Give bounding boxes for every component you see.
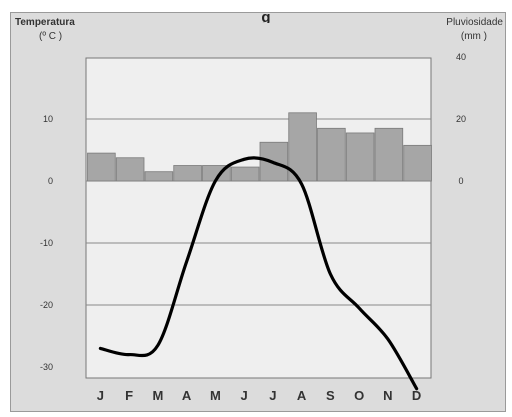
right-tick-label-0: 40 [456, 52, 466, 62]
chart-frame: Temperatura (º C ) Pluviosidade (mm ) 10… [10, 9, 506, 412]
right-axis-label-line2: (mm ) [461, 31, 487, 42]
month-label-3: A [182, 388, 192, 403]
precip-bar-11 [403, 144, 432, 182]
precip-bar-3 [173, 165, 202, 182]
month-label-9: O [354, 388, 364, 403]
month-label-7: A [297, 388, 307, 403]
month-label-2: M [152, 388, 163, 403]
precip-bar-5 [230, 166, 260, 182]
right-tick-label-1: 20 [456, 114, 466, 124]
right-axis-label-line1: Pluviosidade [446, 17, 503, 28]
left-tick-label-1: 0 [48, 176, 53, 186]
partial-heading: g [261, 9, 271, 23]
right-tick-label-2: 0 [458, 176, 463, 186]
month-label-8: S [326, 388, 335, 403]
precipitation-bars [87, 112, 432, 182]
left-tick-label-2: -10 [40, 238, 53, 248]
month-label-10: N [383, 388, 392, 403]
temperature-line [98, 156, 419, 391]
left-axis-label-line2: (º C ) [39, 31, 62, 42]
precip-bar-9 [345, 132, 375, 182]
precip-bar-0 [87, 152, 116, 182]
month-label-11: D [412, 388, 421, 403]
month-label-5: J [241, 388, 248, 403]
left-tick-label-4: -30 [40, 362, 53, 372]
left-tick-label-0: 10 [43, 114, 53, 124]
month-label-4: M [210, 388, 221, 403]
precip-bar-2 [144, 171, 174, 182]
month-label-0: J [97, 388, 104, 403]
precip-bar-10 [374, 127, 404, 182]
left-tick-label-3: -20 [40, 300, 53, 310]
precip-bar-7 [288, 112, 317, 182]
precip-bar-1 [115, 157, 145, 182]
temperature-line-group [98, 156, 419, 391]
climate-chart: Temperatura (º C ) Pluviosidade (mm ) 10… [15, 17, 503, 403]
month-label-1: F [125, 388, 133, 403]
precip-bar-6 [259, 141, 289, 182]
right-axis-ticks: 40 20 0 [456, 52, 466, 186]
precip-bar-8 [317, 127, 346, 182]
left-axis-ticks: 10 0 -10 -20 -30 [40, 114, 53, 372]
left-axis-label-line1: Temperatura [15, 17, 75, 28]
month-label-6: J [269, 388, 276, 403]
